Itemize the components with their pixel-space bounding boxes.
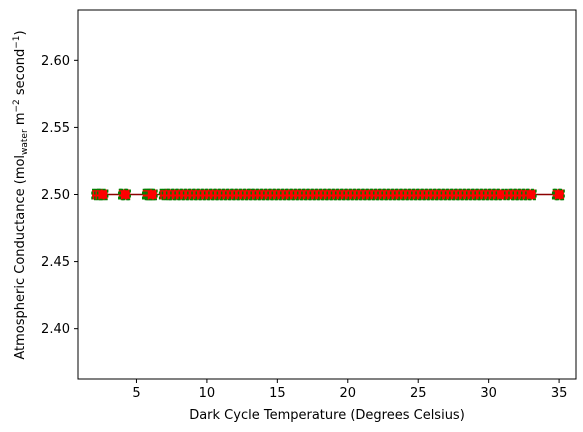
x-tick-label: 25: [410, 386, 427, 401]
x-tick-label: 15: [269, 386, 286, 401]
y-tick-label: 2.45: [41, 255, 70, 270]
y-label-superscript-2: −1: [12, 35, 22, 48]
y-label-suffix: ): [13, 30, 28, 35]
x-axis-ticks: 5 10 15 20 25 30 35: [132, 379, 567, 401]
x-axis-label: Dark Cycle Temperature (Degrees Celsius): [189, 408, 465, 423]
y-axis-ticks: 2.40 2.45 2.50 2.55 2.60: [41, 54, 78, 337]
plot-area: [91, 188, 565, 201]
y-tick-label: 2.50: [41, 188, 70, 203]
data-point: [525, 188, 537, 201]
data-point: [96, 188, 109, 201]
y-label-mid: m: [13, 113, 28, 130]
x-tick-label: 35: [551, 386, 568, 401]
data-point: [146, 188, 158, 201]
data-point: [119, 188, 131, 201]
x-tick-label: 30: [480, 386, 497, 401]
y-tick-label: 2.55: [41, 121, 70, 136]
y-tick-label: 2.60: [41, 54, 70, 69]
y-tick-label: 2.40: [41, 322, 70, 337]
y-label-superscript-1: −2: [12, 99, 22, 112]
x-tick-label: 20: [340, 386, 357, 401]
x-tick-label: 10: [199, 386, 216, 401]
y-label-subscript: water: [20, 129, 30, 155]
data-point: [553, 188, 565, 201]
y-axis-label: Atmospheric Conductance (molwater m−2 se…: [12, 30, 30, 359]
x-tick-label: 5: [132, 386, 140, 401]
y-label-prefix: Atmospheric Conductance (mol: [13, 155, 28, 360]
y-label-mid2: second: [13, 49, 28, 100]
